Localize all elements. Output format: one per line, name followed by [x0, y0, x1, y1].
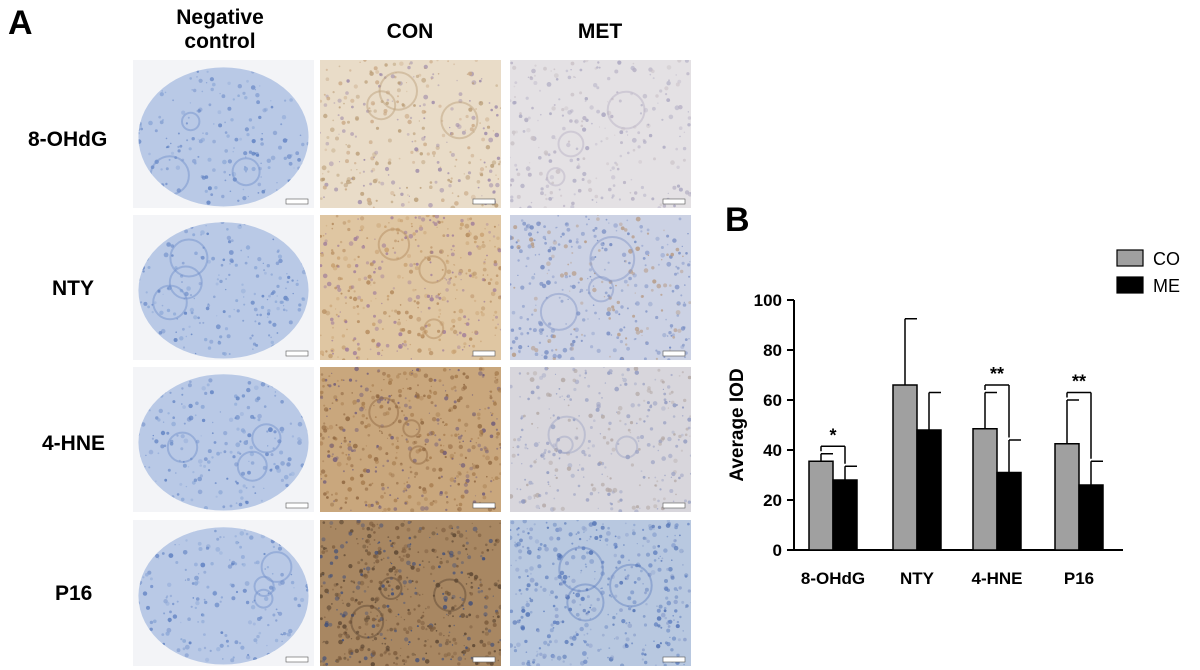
col-header-met: MET — [577, 20, 623, 43]
row-label-8-ohdg: 8-OHdG — [28, 128, 108, 151]
y-tick-label: 0 — [773, 541, 782, 560]
micrograph-4-hne-met — [510, 367, 691, 512]
micrograph-nty-con — [320, 215, 501, 360]
micrograph-nty-negative-control — [133, 215, 314, 360]
bar-con — [1054, 443, 1080, 551]
significance-marker: ** — [990, 364, 1004, 384]
significance-marker: ** — [1072, 372, 1086, 392]
y-tick-label: 40 — [763, 441, 782, 460]
micrograph-p16-negative-control — [133, 520, 314, 666]
col-header-negative-control: Negative control — [176, 6, 264, 53]
micrograph-8-ohdg-met — [510, 60, 691, 208]
row-label-p16: P16 — [55, 582, 93, 605]
micrograph-4-hne-negative-control — [133, 367, 314, 512]
bar-con — [972, 428, 998, 551]
bar-con — [808, 460, 834, 551]
col-header-con: CON — [386, 20, 434, 43]
y-tick-label: 100 — [754, 291, 782, 310]
legend-swatch-con — [1116, 249, 1144, 267]
y-tick-label: 20 — [763, 491, 782, 510]
x-tick-label: 4-HNE — [971, 569, 1022, 588]
micrograph-nty-met — [510, 215, 691, 360]
micrograph-8-ohdg-negative-control — [133, 60, 314, 208]
panel-b-letter: B — [725, 201, 750, 239]
micrograph-p16-con — [320, 520, 501, 666]
x-tick-label: P16 — [1064, 569, 1094, 588]
row-label-nty: NTY — [52, 277, 94, 300]
bar-met — [832, 479, 858, 551]
x-tick-label: NTY — [900, 569, 935, 588]
y-tick-label: 60 — [763, 391, 782, 410]
row-label-4-hne: 4-HNE — [42, 432, 106, 455]
micrograph-4-hne-con — [320, 367, 501, 512]
legend-swatch-met — [1116, 276, 1144, 294]
bar-chart: 0 20 40 60 80 100 Average IOD 8-OHdG * NTY 4-HNE **… — [727, 249, 1180, 588]
y-tick-label: 80 — [763, 341, 782, 360]
bar-met — [1078, 484, 1104, 551]
bar-con — [892, 384, 918, 551]
significance-marker: * — [829, 425, 836, 445]
x-tick-label: 8-OHdG — [801, 569, 865, 588]
legend-label-con: CON — [1153, 249, 1180, 269]
legend-label-met: MET — [1153, 276, 1180, 296]
micrograph-8-ohdg-con — [320, 60, 501, 208]
micrograph-p16-met — [510, 520, 691, 666]
bar-met — [996, 471, 1022, 551]
y-axis-label: Average IOD — [727, 368, 748, 481]
bar-met — [916, 429, 942, 551]
panel-a-letter: A — [8, 4, 33, 42]
